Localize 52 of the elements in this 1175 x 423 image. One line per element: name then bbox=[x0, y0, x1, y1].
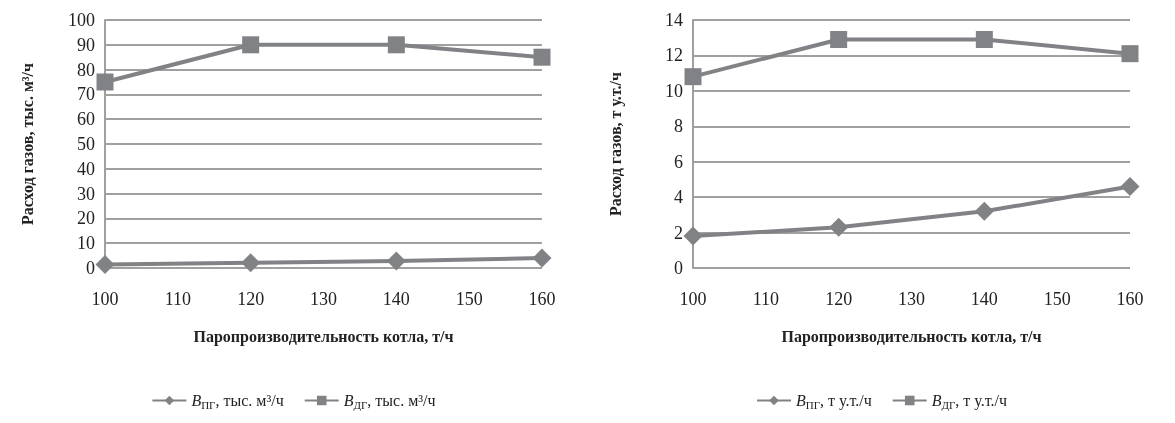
y-tick-label: 90 bbox=[77, 34, 95, 55]
x-tick-label: 110 bbox=[752, 289, 780, 309]
y-tick-label: 2 bbox=[674, 222, 683, 243]
point bbox=[1121, 45, 1139, 63]
y-tick-label: 40 bbox=[77, 158, 95, 179]
x-axis-title: Паропроизводительность котла, т/ч bbox=[193, 327, 454, 346]
y-tick-label: 4 bbox=[674, 187, 683, 208]
y-tick-label: 14 bbox=[665, 10, 683, 30]
y-tick-label: 100 bbox=[68, 10, 95, 30]
point bbox=[242, 36, 260, 54]
x-tick-label: 100 bbox=[91, 289, 119, 309]
x-tick-label: 140 bbox=[382, 289, 410, 309]
y-tick-label: 12 bbox=[665, 45, 683, 66]
x-tick-label: 120 bbox=[825, 289, 853, 309]
x-tick-label: 130 bbox=[310, 289, 337, 309]
point bbox=[241, 253, 261, 273]
y-tick-label: 80 bbox=[77, 59, 95, 80]
y-tick-label: 70 bbox=[77, 84, 95, 105]
point bbox=[95, 255, 115, 275]
point bbox=[684, 68, 702, 86]
point bbox=[830, 30, 848, 48]
y-tick-label: 0 bbox=[86, 258, 95, 278]
point bbox=[683, 226, 703, 246]
point bbox=[975, 30, 993, 48]
y-tick-label: 60 bbox=[77, 109, 95, 130]
x-tick-label: 120 bbox=[237, 289, 265, 309]
y-tick-label: 10 bbox=[665, 80, 683, 101]
y-axis-title: Расход газов, тыс. м³/ч bbox=[18, 62, 36, 226]
x-tick-label: 150 bbox=[455, 289, 483, 309]
x-tick-label: 150 bbox=[1043, 289, 1071, 309]
y-tick-label: 10 bbox=[77, 233, 95, 254]
y-tick-label: 50 bbox=[77, 134, 95, 154]
x-tick-label: 130 bbox=[898, 289, 925, 309]
y-tick-label: 0 bbox=[674, 258, 683, 278]
x-tick-label: 160 bbox=[528, 289, 556, 309]
y-tick-label: 30 bbox=[77, 183, 95, 204]
point bbox=[829, 217, 849, 237]
y-tick-label: 6 bbox=[674, 151, 683, 172]
point bbox=[387, 36, 405, 54]
x-tick-label: 140 bbox=[970, 289, 998, 309]
point bbox=[96, 73, 114, 91]
y-tick-label: 8 bbox=[674, 116, 683, 137]
point bbox=[532, 248, 552, 268]
y-axis-title: Расход газов, т у.т./ч bbox=[606, 72, 625, 216]
y-tick-label: 20 bbox=[77, 208, 95, 229]
point bbox=[1120, 177, 1140, 197]
point bbox=[974, 201, 994, 221]
point bbox=[533, 48, 551, 66]
x-tick-label: 160 bbox=[1116, 289, 1144, 309]
point bbox=[386, 251, 406, 271]
x-tick-label: 110 bbox=[164, 289, 192, 309]
x-axis-title: Паропроизводительность котла, т/ч bbox=[781, 327, 1042, 346]
